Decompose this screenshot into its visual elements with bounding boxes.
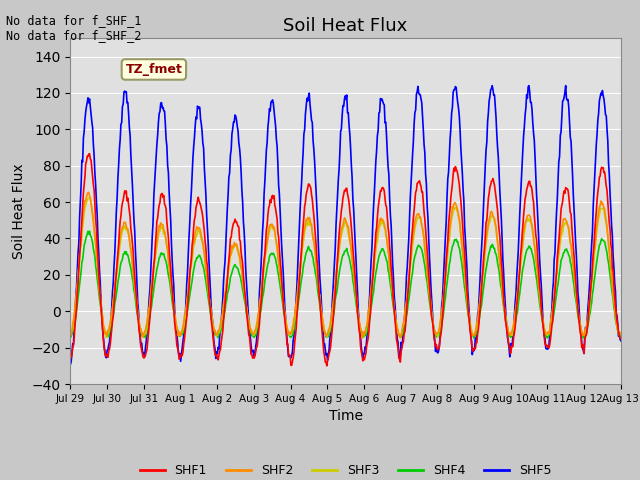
SHF2 — [430, 325, 438, 331]
SHF2 — [77, 245, 84, 251]
SHF1 — [77, 243, 84, 249]
SHF4 — [470, 335, 477, 341]
SHF4 — [190, 267, 198, 273]
SHF5 — [77, 200, 84, 205]
SHF1 — [430, 336, 438, 341]
SHF3 — [220, 306, 227, 312]
SHF2 — [67, 331, 74, 337]
SHF3 — [414, 215, 422, 220]
SHF3 — [191, 241, 198, 247]
SHF2 — [358, 335, 366, 341]
SHF2 — [414, 211, 422, 217]
SHF5 — [413, 91, 420, 97]
SHF4 — [134, 313, 141, 319]
SHF1 — [323, 363, 331, 369]
SHF5 — [617, 338, 625, 344]
SHF2 — [134, 309, 141, 314]
SHF3 — [102, 335, 110, 340]
SHF3 — [67, 331, 74, 336]
SHF4 — [67, 335, 74, 341]
SHF4 — [413, 245, 421, 251]
SHF5 — [525, 83, 532, 88]
Y-axis label: Soil Heat Flux: Soil Heat Flux — [12, 163, 26, 259]
SHF3 — [430, 325, 438, 331]
SHF1 — [617, 336, 625, 341]
SHF3 — [134, 316, 142, 322]
SHF2 — [617, 330, 625, 336]
SHF5 — [429, 310, 436, 316]
Text: No data for f_SHF_1
No data for f_SHF_2: No data for f_SHF_1 No data for f_SHF_2 — [6, 14, 142, 42]
SHF4 — [77, 275, 84, 280]
SHF3 — [617, 331, 625, 337]
SHF2 — [219, 308, 227, 313]
Legend: SHF1, SHF2, SHF3, SHF4, SHF5: SHF1, SHF2, SHF3, SHF4, SHF5 — [134, 459, 557, 480]
SHF3 — [77, 246, 84, 252]
Line: SHF5: SHF5 — [70, 85, 621, 364]
SHF5 — [189, 156, 196, 161]
SHF2 — [190, 240, 198, 246]
X-axis label: Time: Time — [328, 409, 363, 423]
SHF1 — [219, 329, 227, 335]
Line: SHF1: SHF1 — [70, 154, 621, 366]
SHF1 — [67, 355, 74, 360]
SHF5 — [133, 282, 141, 288]
SHF1 — [190, 225, 198, 230]
Line: SHF2: SHF2 — [70, 192, 621, 338]
SHF3 — [86, 195, 93, 201]
SHF4 — [219, 319, 227, 324]
SHF4 — [617, 334, 625, 340]
Text: TZ_fmet: TZ_fmet — [125, 63, 182, 76]
SHF5 — [218, 308, 226, 314]
SHF1 — [414, 180, 422, 185]
SHF5 — [67, 361, 74, 367]
Title: Soil Heat Flux: Soil Heat Flux — [284, 17, 408, 36]
Line: SHF4: SHF4 — [70, 231, 621, 338]
Line: SHF3: SHF3 — [70, 198, 621, 337]
SHF1 — [86, 151, 93, 156]
SHF4 — [429, 322, 437, 327]
SHF1 — [134, 313, 141, 319]
SHF4 — [86, 228, 93, 234]
SHF2 — [85, 190, 93, 195]
